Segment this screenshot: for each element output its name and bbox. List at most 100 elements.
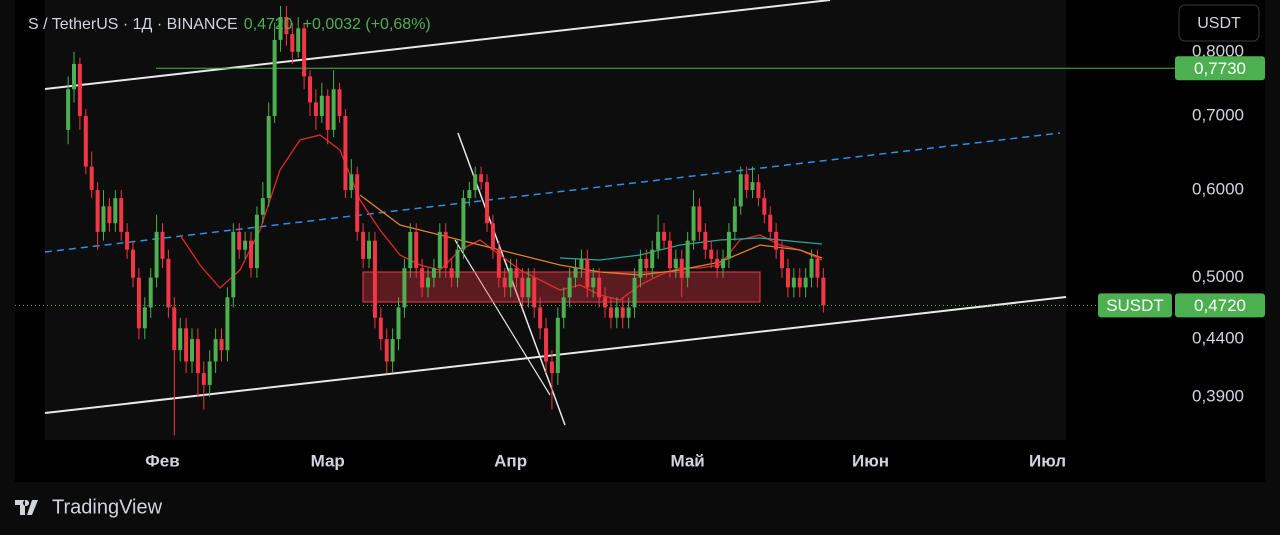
candle-body xyxy=(821,277,826,306)
candle-body xyxy=(490,223,495,250)
candle-body xyxy=(237,231,242,250)
candle-body xyxy=(355,174,360,232)
candle-body xyxy=(372,240,377,318)
candle-body xyxy=(313,102,318,116)
candle-body xyxy=(679,258,684,278)
candle-body xyxy=(302,28,307,77)
candle-body xyxy=(703,231,708,250)
candle-body xyxy=(485,182,490,224)
candle-body xyxy=(538,307,543,329)
candle-body xyxy=(431,268,436,278)
candle-body xyxy=(461,198,466,250)
candle-body xyxy=(780,249,785,269)
candle-body xyxy=(437,231,442,269)
logo-text: TradingView xyxy=(52,496,163,518)
candle-body xyxy=(420,268,425,288)
y-tick-label: 0,3900 xyxy=(1192,387,1244,406)
candle-body xyxy=(614,307,619,318)
candle-body xyxy=(131,249,136,278)
candle-body xyxy=(136,277,141,329)
candle-body xyxy=(709,249,714,259)
candle-body xyxy=(148,277,153,308)
currency-button-label[interactable]: USDT xyxy=(1197,15,1241,32)
candle-body xyxy=(644,258,649,269)
candle-body xyxy=(331,89,336,130)
channel-lower xyxy=(44,296,1067,414)
candle-body xyxy=(414,231,419,269)
candle-body xyxy=(166,258,171,308)
candle-body xyxy=(715,258,720,269)
candle-body xyxy=(154,231,159,278)
candle-body xyxy=(160,231,165,259)
candle-body xyxy=(685,240,690,278)
candle-body xyxy=(608,307,613,318)
candle-body xyxy=(732,206,737,232)
y-tick-label: 0,6000 xyxy=(1192,180,1244,199)
symbol: S / TetherUS · 1Д · BINANCE xyxy=(28,16,238,33)
candle-body xyxy=(426,277,431,288)
candle-body xyxy=(190,339,195,362)
candle-body xyxy=(272,39,277,116)
candle-body xyxy=(113,198,118,224)
candle-body xyxy=(691,206,696,241)
candle-body xyxy=(650,249,655,269)
candle-body xyxy=(184,328,189,362)
candle-body xyxy=(125,231,130,250)
candle-body xyxy=(296,28,301,52)
candle-body xyxy=(343,115,348,191)
candle-body xyxy=(260,198,265,215)
candle-body xyxy=(561,297,566,318)
candle-body xyxy=(449,268,454,278)
price-tag-label: 0,7730 xyxy=(1194,59,1246,78)
candle-body xyxy=(591,277,596,288)
candle-body xyxy=(785,268,790,288)
candle-body xyxy=(573,268,578,278)
candle-body xyxy=(325,95,330,130)
candle-body xyxy=(231,231,236,298)
candle-body xyxy=(520,277,525,298)
x-tick-label: Апр xyxy=(494,451,527,470)
price-change: +0,0032 (+0,68%) xyxy=(303,16,431,33)
candle-body xyxy=(319,95,324,116)
candle-body xyxy=(72,63,77,90)
candle-body xyxy=(721,258,726,269)
candle-body xyxy=(815,258,820,278)
last-price-label: 0,4720 xyxy=(1194,296,1246,315)
candle-body xyxy=(667,240,672,269)
candle-body xyxy=(526,277,531,298)
candle-body xyxy=(66,89,71,130)
x-tick-label: Июн xyxy=(852,451,889,470)
candle-body xyxy=(756,182,761,199)
candle-body xyxy=(502,277,507,288)
candle-body xyxy=(213,339,218,362)
candle-body xyxy=(626,307,631,318)
y-tick-label: 0,4400 xyxy=(1192,329,1244,348)
logo-icon xyxy=(15,500,38,515)
last-price-tag xyxy=(1175,293,1265,318)
candle-body xyxy=(408,231,413,269)
candle-body xyxy=(656,231,661,250)
currency-button-bg[interactable] xyxy=(1178,4,1260,42)
candle-body xyxy=(402,268,407,308)
candle-body xyxy=(195,339,200,374)
candle-body xyxy=(455,249,460,278)
candle-body xyxy=(597,277,602,298)
candle-body xyxy=(514,268,519,278)
candle-body xyxy=(496,249,501,278)
candle-body xyxy=(77,63,82,116)
symbol-tag xyxy=(1098,293,1172,318)
currency-button[interactable]: USDT xyxy=(1178,4,1260,42)
last-price: 0,4720 xyxy=(244,16,293,33)
candle-body xyxy=(803,277,808,288)
moving-average xyxy=(559,237,823,261)
candle-body xyxy=(797,277,802,288)
candle-body xyxy=(119,198,124,232)
candle-body xyxy=(83,115,88,167)
candle-body xyxy=(473,174,478,191)
candle-body xyxy=(337,89,342,116)
candle-body xyxy=(201,373,206,385)
candle-body xyxy=(632,277,637,308)
candle-body xyxy=(101,206,106,232)
